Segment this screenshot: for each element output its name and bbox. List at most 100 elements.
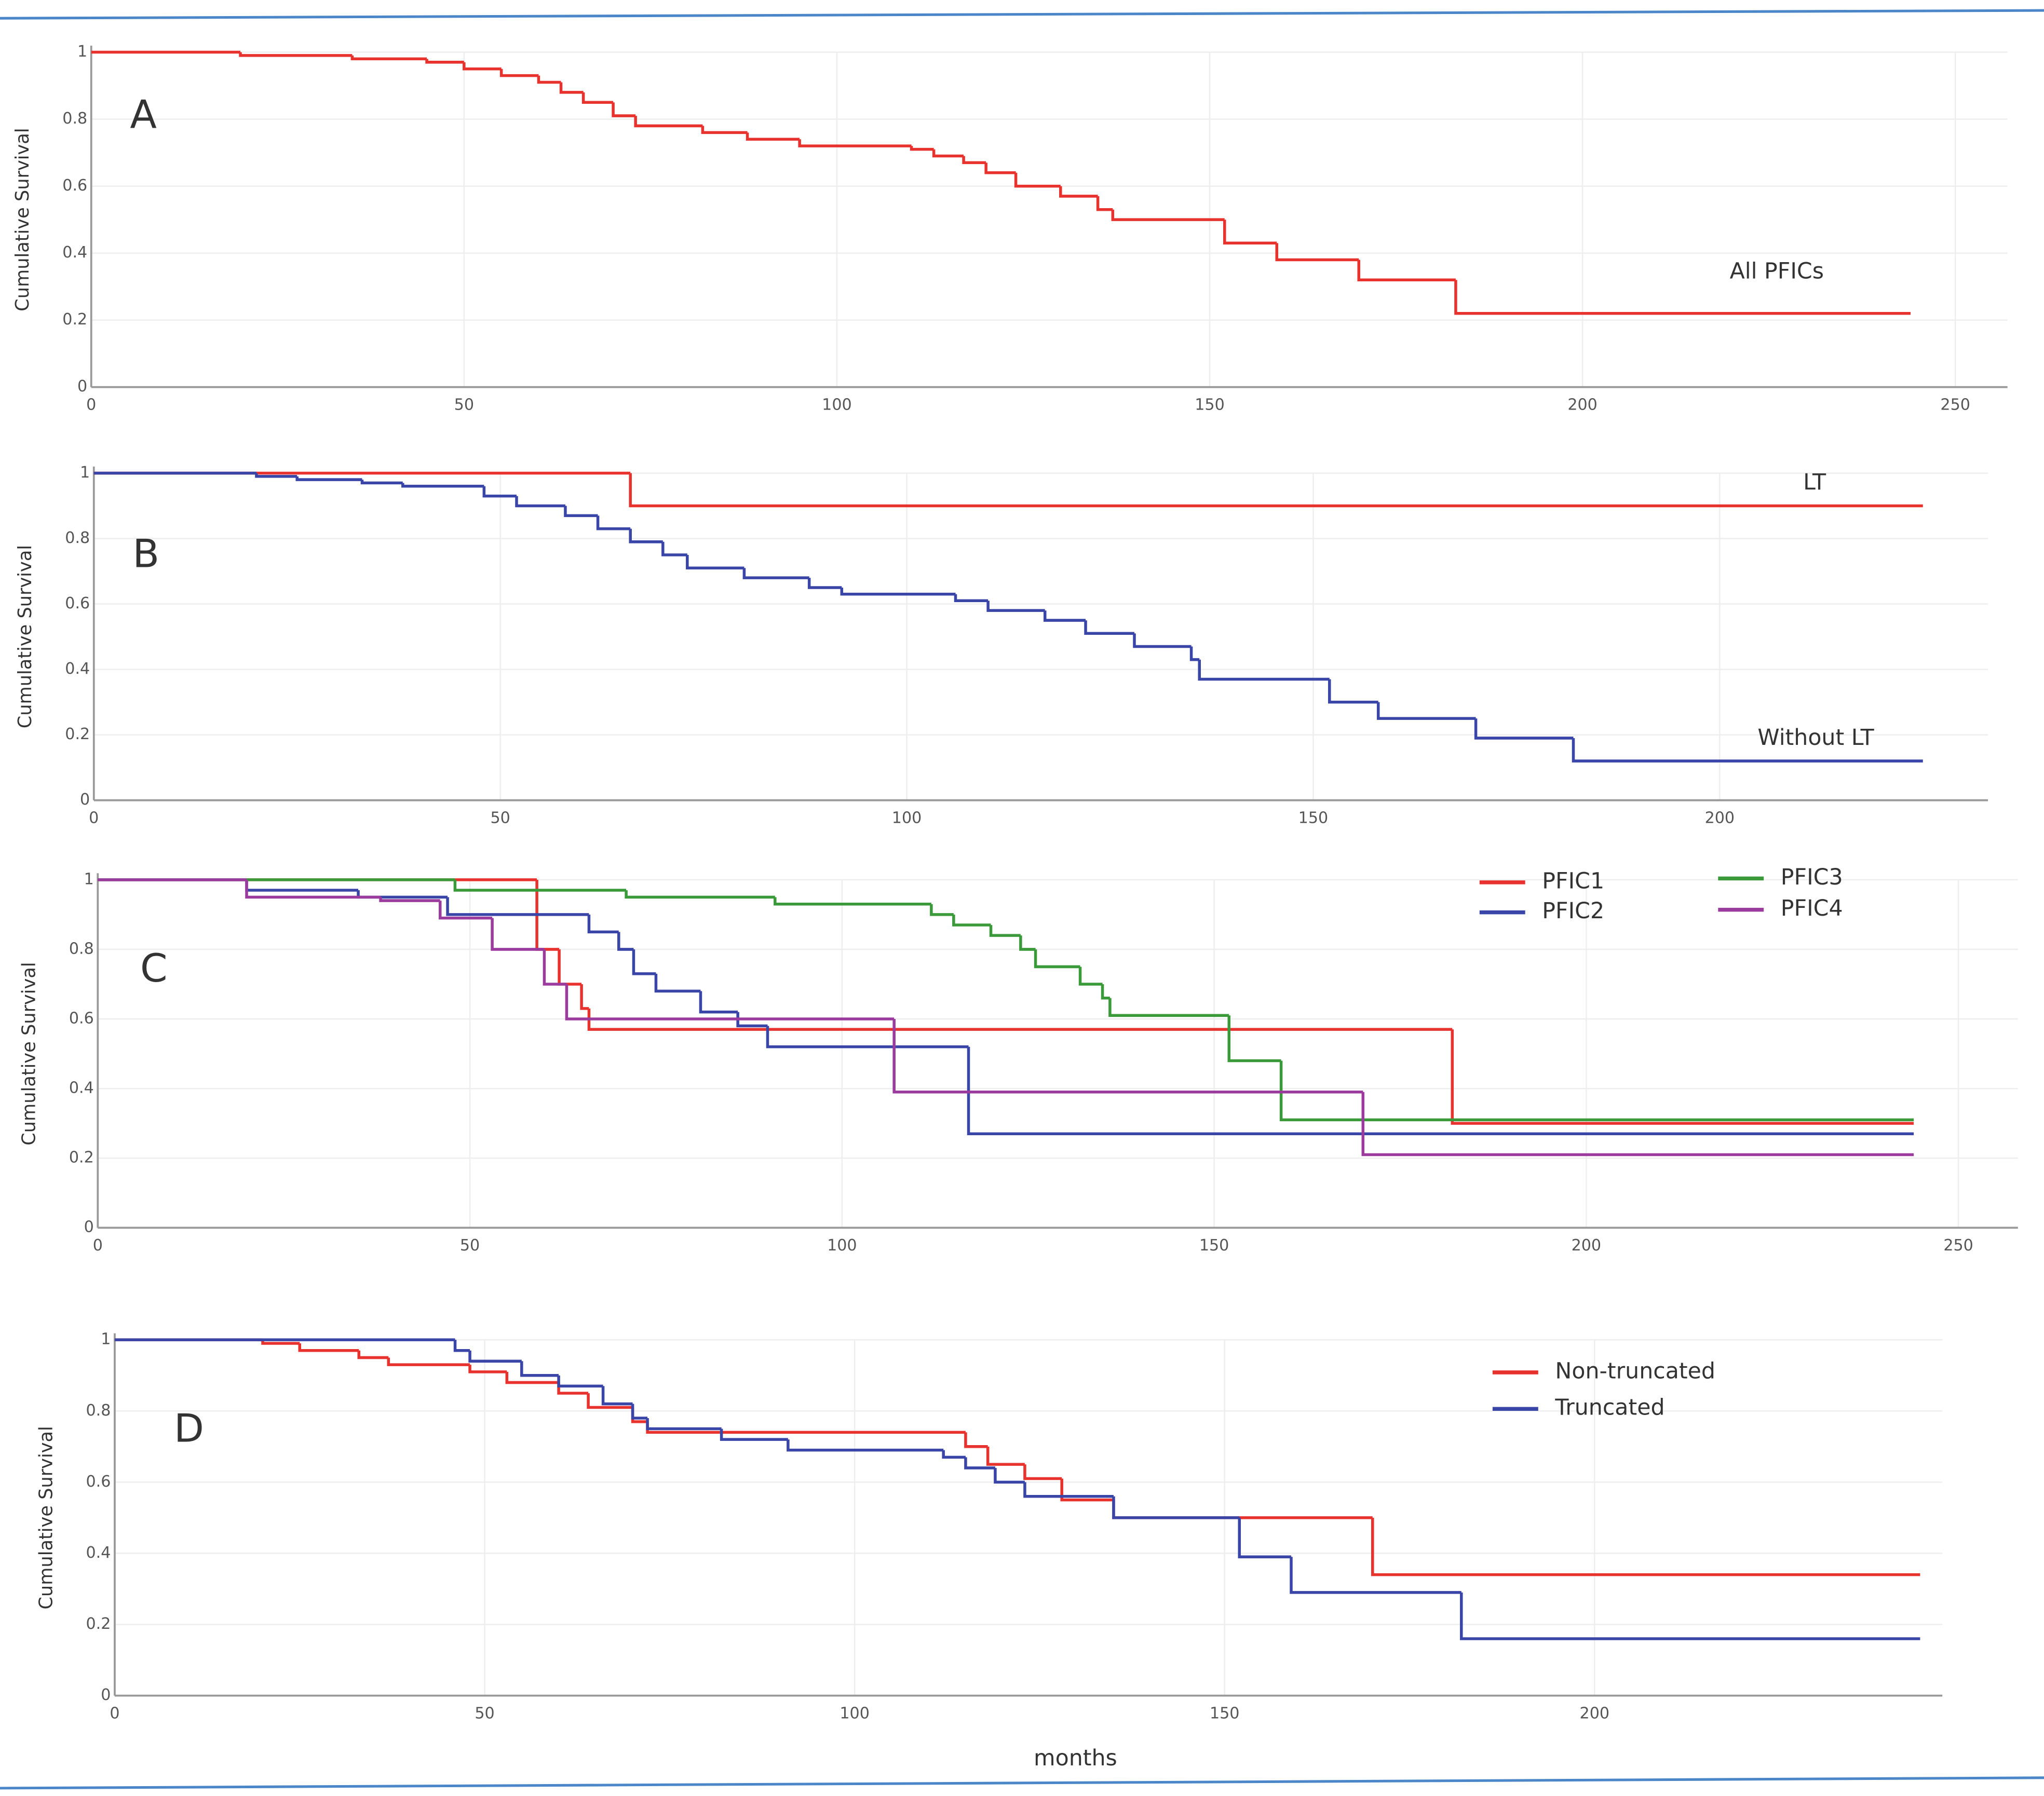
survival-step [360,480,403,485]
legend-label: Non-truncated [1555,1358,1715,1384]
survival-step [625,890,775,899]
x-tick-label: 50 [460,1236,480,1255]
survival-step [1451,1029,1914,1125]
annotation: All PFICs [1730,258,1824,284]
x-tick-label: 150 [1210,1704,1240,1722]
x-tick-label: 150 [1298,809,1329,827]
survival-step [632,949,656,975]
survival-step [596,515,631,530]
survival-step [601,1386,633,1406]
survival-step [989,924,1021,937]
survival-step [962,156,986,165]
survival-step [1198,659,1330,681]
x-tick-label: 100 [827,1236,857,1255]
survival-step [245,879,359,892]
survival-step [453,1340,470,1352]
survival-step [634,116,703,128]
survival-step [1371,1517,1920,1576]
survival-step [515,496,565,508]
survival-step [438,901,493,920]
x-tick-label: 200 [1567,396,1598,414]
survival-step [686,555,744,569]
x-tick-label: 50 [475,1704,494,1722]
y-tick-label: 0 [77,377,87,396]
x-tick-label: 0 [89,809,99,827]
survival-step [1357,260,1456,282]
y-tick-label: 0.2 [86,1615,111,1633]
survival-step [255,473,297,478]
legend-label: PFIC2 [1542,898,1604,924]
legend-label: Truncated [1554,1395,1664,1421]
survival-step [1290,1557,1461,1594]
x-tick-label: 50 [490,809,510,827]
survival-step [580,984,589,1010]
survival-step [1133,633,1192,648]
survival-step [557,1375,603,1388]
x-tick-label: 150 [1195,396,1225,414]
survival-step [994,1467,1025,1484]
survival-step [1034,949,1080,969]
survival-step [964,1457,995,1470]
survival-step [298,1343,359,1352]
survival-step [401,483,484,488]
annotation: LT [1803,469,1826,495]
x-tick-label: 100 [840,1704,870,1722]
x-tick-label: 150 [1199,1236,1229,1255]
survival-step [1454,280,1911,315]
survival-step [587,1393,633,1409]
survival-step [661,541,687,556]
y-axis-label: Cumulative Survival [15,545,36,728]
survival-step [631,1404,648,1420]
survival-step [1189,646,1200,661]
survival-step [629,473,1923,508]
survival-step [1023,1464,1062,1480]
survival-step [1361,1092,1914,1156]
y-tick-label: 0.6 [69,1010,94,1028]
y-axis-label: Cumulative Survival [19,962,40,1145]
survival-step [1227,1015,1281,1063]
y-tick-label: 1 [101,1330,111,1349]
panel-label: A [130,92,157,138]
survival-step [942,1450,966,1459]
survival-step [807,578,842,589]
survival-step [482,486,517,498]
y-tick-label: 0.4 [86,1544,111,1562]
y-tick-label: 0.4 [69,1079,94,1097]
y-tick-label: 0.2 [69,1149,94,1167]
survival-step [520,1361,559,1377]
legend-label: PFIC1 [1542,868,1604,894]
border-top [0,9,2044,20]
survival-step [840,588,956,596]
survival-step [1043,610,1086,622]
y-tick-label: 0 [84,1218,94,1236]
y-tick-label: 0.8 [86,1402,111,1420]
survival-step [1275,243,1359,262]
y-tick-label: 0.2 [62,310,87,329]
y-tick-label: 0.2 [65,725,90,743]
survival-step [350,55,427,61]
y-tick-label: 0.4 [65,660,90,678]
panel-label: D [174,1405,204,1451]
survival-step [1108,998,1229,1017]
survival-step [612,102,636,117]
y-tick-label: 0 [101,1686,111,1704]
x-tick-label: 0 [86,396,96,414]
x-tick-label: 50 [454,396,474,414]
y-axis-label: Cumulative Survival [12,128,33,311]
survival-step [774,897,931,906]
survival-step [564,506,598,518]
x-tick-label: 250 [1943,1236,1973,1255]
survival-step [984,162,1016,174]
survival-step [1572,738,1923,763]
survival-step [1101,984,1110,1000]
x-tick-label: 100 [822,396,852,414]
annotation: Without LT [1757,725,1874,751]
survival-step [453,879,627,892]
survival-step [387,1357,470,1366]
survival-step [701,126,748,134]
y-tick-label: 1 [84,870,94,888]
x-tick-label: 200 [1580,1704,1610,1722]
survival-step [1474,718,1574,740]
survival-step [239,52,353,57]
